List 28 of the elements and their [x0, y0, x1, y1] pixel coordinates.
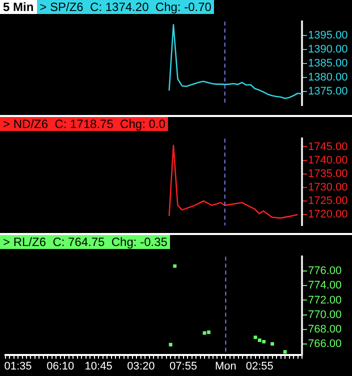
y-tick-label: 1730.00 [308, 181, 348, 194]
text: 5 Min [0, 0, 37, 14]
chart-title: > RL/Z6 C: 764.75 Chg: -0.35 [0, 235, 170, 249]
y-tick-label: 1720.00 [308, 208, 348, 221]
x-tick-label: 01:35 [4, 360, 32, 372]
chart-title: > ND/Z6 C: 1718.75 Chg: 0.0 [0, 117, 168, 131]
x-tick-label: Mon [215, 360, 236, 372]
y-tick-label: 766.00 [308, 338, 342, 350]
y-tick-label: 776.00 [308, 265, 342, 278]
chart-title: > SP/Z6 C: 1374.20 Chg: -0.70 [36, 0, 214, 14]
x-tick-label: 06:10 [46, 360, 74, 372]
y-tick-label: 1380.00 [308, 72, 348, 84]
y-tick-label: 774.00 [308, 280, 342, 292]
y-tick-label: 1375.00 [308, 85, 348, 98]
y-tick-label: 1390.00 [308, 44, 348, 56]
y-tick-label: 1740.00 [308, 154, 348, 166]
y-tick-label: 1745.00 [308, 140, 348, 153]
y-tick-label: 1735.00 [308, 168, 348, 180]
x-tick-label: 10:45 [84, 360, 112, 372]
y-tick-label: 1385.00 [308, 58, 348, 70]
y-tick-label: 772.00 [308, 294, 342, 306]
y-tick-label: 768.00 [308, 323, 342, 336]
x-tick-label: 02:55 [246, 360, 274, 372]
x-tick-label: 07:55 [170, 360, 198, 372]
y-tick-label: 1725.00 [308, 195, 348, 208]
x-tick-label: 03:20 [127, 360, 155, 372]
y-tick-label: 1395.00 [308, 30, 348, 42]
y-tick-label: 770.00 [308, 308, 342, 321]
